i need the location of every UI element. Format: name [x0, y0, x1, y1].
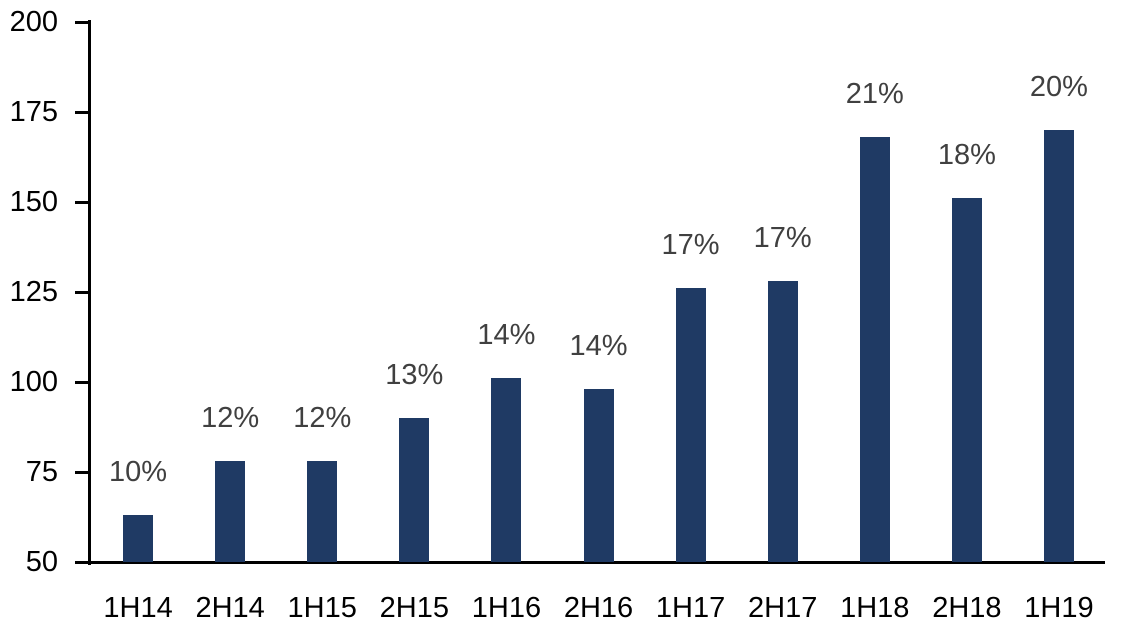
bar-2h18	[951, 198, 982, 562]
y-axis-tick-label: 75	[25, 456, 58, 488]
bar-1h15	[307, 461, 338, 562]
y-axis-tick-label: 175	[9, 96, 58, 128]
y-axis-line	[88, 20, 91, 565]
bar-value-label-2h18: 18%	[937, 139, 996, 172]
y-axis-tick-mark	[75, 201, 88, 204]
x-axis-label-1h17: 1H17	[655, 592, 726, 624]
bar-1h17	[675, 288, 706, 562]
bar-2h14	[215, 461, 246, 562]
bar-2h16	[583, 389, 614, 562]
x-axis-label-1h18: 1H18	[840, 592, 910, 624]
bar-value-label-2h14: 12%	[201, 402, 260, 435]
y-axis-tick-label: 125	[9, 276, 58, 308]
bar-1h14	[123, 515, 154, 562]
y-axis-tick-label: 150	[9, 186, 58, 218]
y-axis-tick-mark	[75, 381, 88, 384]
x-axis-label-2h18: 2H18	[932, 592, 1002, 624]
bar-1h16	[491, 378, 522, 562]
y-axis-tick-mark	[75, 471, 88, 474]
bar-value-label-2h15: 13%	[385, 359, 444, 391]
bar-value-label-1h14: 10%	[109, 456, 168, 489]
bar-value-label-1h16: 14%	[477, 319, 536, 352]
bar-2h15	[399, 418, 430, 562]
bar-value-label-2h17: 17%	[753, 222, 812, 255]
bar-2h17	[767, 281, 798, 562]
x-axis-label-2h15: 2H15	[379, 592, 449, 624]
x-axis-label-2h17: 2H17	[748, 592, 818, 624]
x-axis-label-1h16: 1H16	[471, 592, 542, 624]
bar-1h19	[1043, 130, 1074, 562]
x-axis-label-1h14: 1H14	[103, 592, 173, 624]
y-axis-tick-mark	[75, 561, 88, 564]
bar-value-label-1h15: 12%	[293, 402, 352, 435]
x-axis-label-2h14: 2H14	[195, 592, 265, 624]
y-axis-tick-mark	[75, 21, 88, 24]
bar-value-label-1h18: 21%	[845, 78, 904, 111]
bar-1h18	[859, 137, 890, 562]
y-axis-tick-mark	[75, 291, 88, 294]
bar-value-label-1h17: 17%	[661, 229, 720, 262]
x-axis-label-1h15: 1H15	[287, 592, 357, 624]
y-axis-tick-label: 50	[25, 546, 58, 578]
y-axis-tick-label: 200	[9, 6, 58, 38]
x-axis-label-2h16: 2H16	[563, 592, 634, 624]
bar-value-label-2h16: 14%	[569, 330, 628, 363]
y-axis-tick-label: 100	[9, 366, 58, 398]
x-axis-label-1h19: 1H19	[1024, 592, 1094, 624]
bar-value-label-1h19: 20%	[1029, 71, 1088, 103]
x-axis-line	[88, 561, 1105, 564]
y-axis-tick-mark	[75, 111, 88, 114]
